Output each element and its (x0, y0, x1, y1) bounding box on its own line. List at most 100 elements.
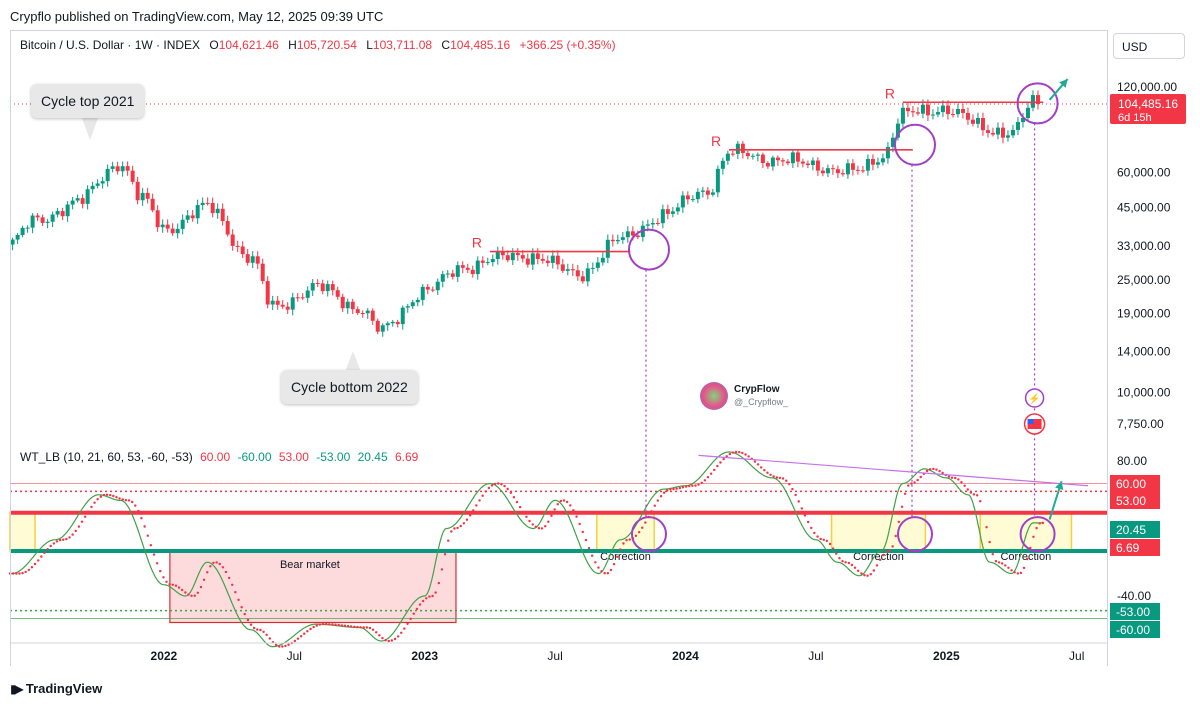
candle-body (400, 307, 405, 325)
candle-body (140, 192, 145, 201)
candle-body (455, 265, 460, 277)
candle-body (600, 257, 605, 263)
candle-body (785, 161, 790, 164)
candle-body (695, 191, 700, 200)
candle-body (895, 123, 900, 138)
last-price-badge-value: 104,485.16 (1118, 97, 1178, 111)
us-flag-canton (1027, 419, 1034, 424)
candle-body (775, 157, 780, 161)
candle-body (985, 130, 990, 133)
candle-body (370, 310, 375, 321)
candle-body (815, 160, 820, 171)
candle-body (850, 163, 855, 170)
candle-body (805, 163, 810, 166)
candle-body (560, 264, 565, 271)
candle-body (295, 297, 300, 299)
candle-body (1010, 129, 1015, 136)
tradingview-logo[interactable]: ▮▶ TradingView (10, 681, 102, 696)
cycle-bottom-callout[interactable]: Cycle bottom 2022 (281, 370, 418, 404)
time-axis-tick: Jul (1069, 649, 1084, 663)
breakout-arrow-price-head (1059, 79, 1068, 88)
breakout-circle-oscillator (1019, 516, 1056, 553)
candle-body (905, 107, 910, 112)
candle-body (630, 231, 635, 236)
cycle-top-callout[interactable]: Cycle top 2021 (31, 84, 145, 118)
candle-body (1015, 122, 1020, 130)
candle-body (610, 239, 615, 242)
candle-body (260, 263, 265, 282)
indicator-legend[interactable]: WT_LB (10, 21, 60, 53, -60, -53) 60.00 -… (20, 450, 418, 464)
candle-body (180, 219, 185, 229)
candle-body (690, 199, 695, 201)
candle-body (490, 258, 495, 263)
price-axis-tick: 19,000.00 (1117, 307, 1171, 321)
candle-body (770, 157, 775, 167)
candle-body (730, 153, 735, 155)
candle-body (415, 299, 420, 303)
candle-body (345, 301, 350, 309)
correction-label: Correction (600, 551, 651, 563)
candle-body (970, 119, 975, 124)
indicator-name[interactable]: WT_LB (10, 21, 60, 53, -60, -53) (20, 450, 193, 464)
candle-body (1025, 107, 1030, 119)
candle-body (780, 160, 785, 162)
candle-body (445, 273, 450, 275)
candle-body (915, 112, 920, 114)
candle-body (515, 253, 520, 256)
candle-body (405, 306, 410, 308)
oscillator-level-badge (1110, 621, 1160, 638)
candle-body (60, 211, 65, 217)
candle-body (855, 169, 860, 171)
candle-body (225, 221, 230, 235)
candle-body (210, 202, 215, 214)
candle-body (715, 168, 720, 193)
candle-body (540, 258, 545, 261)
candle-body (745, 153, 750, 157)
correction-label: Correction (1000, 551, 1051, 563)
correction-zone-edge (9, 512, 36, 552)
candle-body (435, 281, 440, 291)
candle-body (725, 153, 730, 161)
change-value: +366.25 (+0.35%) (519, 38, 616, 52)
candles-group (10, 90, 1040, 337)
candle-body (195, 205, 200, 219)
candle-body (125, 166, 130, 171)
candle-body (750, 155, 755, 157)
candle-body (25, 227, 30, 229)
candle-body (755, 154, 760, 156)
candle-body (40, 217, 45, 223)
oscillator-level-badge-text: -53.00 (1116, 605, 1150, 619)
indicator-value-3: 53.00 (278, 450, 309, 464)
resistance-label: R (711, 133, 721, 149)
candle-body (250, 256, 255, 263)
price-axis-tick: 10,000.00 (1117, 386, 1171, 400)
breakout-circle-price (894, 123, 937, 166)
candle-body (1020, 118, 1025, 123)
candle-body (325, 284, 330, 292)
oscillator-level-badge (1110, 603, 1160, 620)
candle-body (115, 166, 120, 172)
candle-body (160, 224, 165, 228)
candle-body (655, 223, 660, 225)
candle-body (275, 300, 280, 305)
candle-body (1005, 135, 1010, 138)
candle-body (430, 289, 435, 291)
candle-body (705, 190, 710, 195)
candle-body (95, 183, 100, 186)
indicator-value-5: 20.45 (357, 450, 388, 464)
candle-body (825, 168, 830, 174)
symbol-name[interactable]: Bitcoin / U.S. Dollar · 1W · INDEX (20, 38, 201, 52)
candle-body (230, 234, 235, 246)
candle-body (980, 117, 985, 131)
currency-button[interactable]: USD (1113, 33, 1185, 59)
candle-body (410, 302, 415, 307)
author-handle: @_Crypflow_ (734, 397, 789, 407)
candle-body (670, 211, 675, 214)
low-label: L (366, 38, 373, 52)
chart-frame (10, 30, 1108, 666)
candle-body (920, 104, 925, 114)
candle-body (620, 237, 625, 240)
candle-body (935, 112, 940, 115)
oscillator-axis-tick: 80.00 (1117, 454, 1147, 468)
